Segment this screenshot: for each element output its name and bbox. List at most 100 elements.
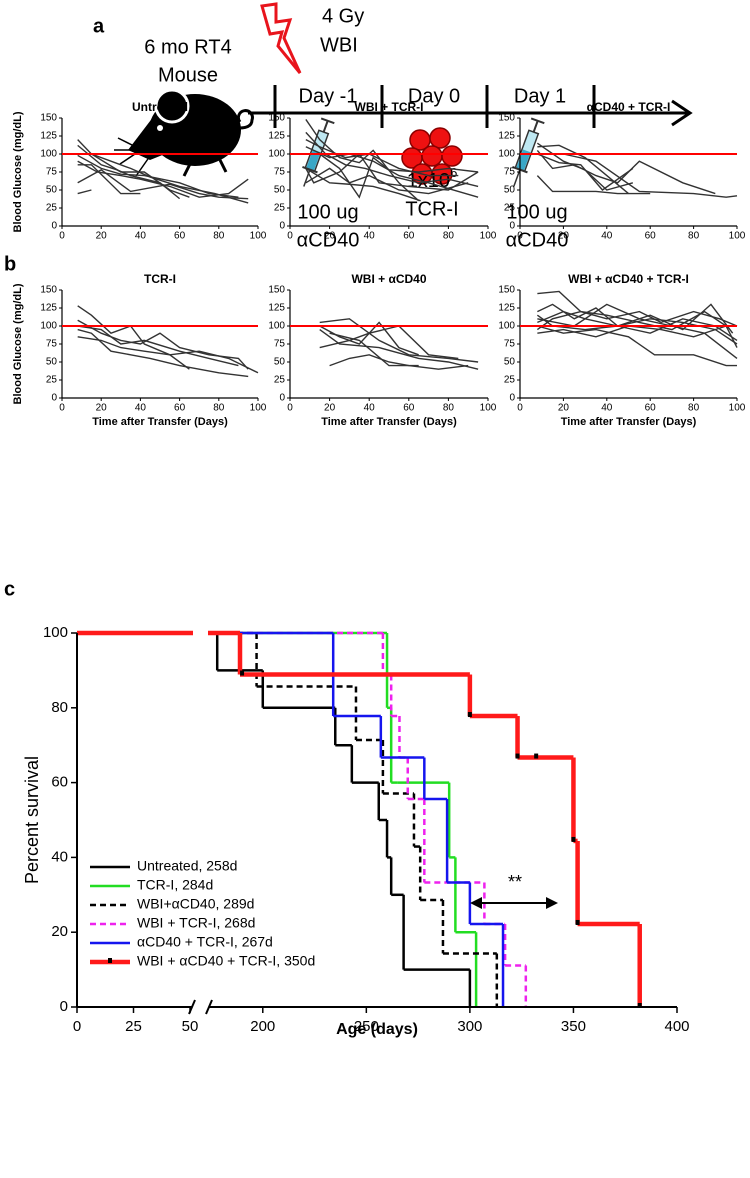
y-tick-label: 0 (509, 393, 515, 404)
x-tick-label: 20 (558, 231, 570, 242)
glucose-line (305, 119, 420, 202)
glucose-line (77, 154, 239, 198)
censor-mark (575, 919, 580, 925)
y-tick-label: 50 (46, 357, 58, 368)
x-tick-label: 100 (480, 403, 497, 414)
glucose-line (305, 146, 479, 198)
x-tick-label: 0 (287, 403, 293, 414)
glucose-line (329, 332, 419, 367)
legend-label: WBI + αCD40 + TCR-I, 350d (137, 953, 315, 969)
y-tick-label: 50 (504, 357, 516, 368)
y-tick-label: 150 (268, 113, 285, 124)
x-tick-label: 100 (729, 231, 746, 242)
x-tick-label: 20 (324, 231, 336, 242)
glucose-line (77, 305, 190, 370)
legend-label: WBI + TCR-I, 268d (137, 915, 255, 931)
x-tick-label: 80 (443, 231, 455, 242)
x-tick-label: 0 (73, 1018, 81, 1035)
x-tick-label: 20 (96, 231, 108, 242)
y-tick-label: 75 (504, 167, 516, 178)
y-tick-label: 75 (274, 339, 286, 350)
y-tick-label: 50 (274, 357, 286, 368)
glucose-line (305, 131, 479, 188)
glucose-line (305, 167, 421, 202)
timeline-arrow (671, 99, 693, 127)
chart-title: WBI + αCD40 (351, 272, 426, 286)
y-tick-label: 40 (51, 848, 68, 865)
y-tick-label: 50 (274, 185, 286, 196)
chart-title: TCR-I (144, 272, 176, 286)
glucose-line (319, 153, 479, 199)
x-tick-label: 80 (688, 403, 700, 414)
x-tick-label: 100 (480, 231, 497, 242)
x-axis-label: Time after Transfer (Days) (561, 416, 697, 428)
y-tick-label: 100 (40, 149, 57, 160)
mouse-label: Mouse (158, 64, 218, 86)
y-tick-label: 25 (274, 375, 286, 386)
y-tick-label: 125 (268, 131, 285, 142)
x-tick-label: 20 (96, 403, 108, 414)
y-tick-label: 25 (46, 203, 58, 214)
schematic: 6 mo RT4 Mouse 4 Gy WBI Day -1 Day 0 Day… (114, 2, 693, 251)
y-axis-label: Blood Glucose (mg/dL) (12, 111, 24, 232)
y-tick-label: 75 (46, 167, 58, 178)
chart-title: WBI + TCR-I (355, 100, 424, 114)
glucose-line (77, 139, 190, 198)
y-axis-label: Blood Glucose (mg/dL) (12, 283, 24, 404)
x-tick-label: 80 (213, 403, 225, 414)
x-tick-label: 80 (688, 231, 700, 242)
glucose-line (319, 318, 479, 363)
legend-label: αCD40 + TCR-I, 267d (137, 934, 273, 950)
x-tick-label: 60 (174, 403, 186, 414)
dose-label: 100 ug (297, 201, 358, 223)
y-tick-label: 100 (40, 321, 57, 332)
y-tick-label: 100 (268, 149, 285, 160)
y-tick-label: 150 (498, 285, 515, 296)
y-tick-label: 50 (504, 185, 516, 196)
x-tick-label: 20 (558, 403, 570, 414)
x-tick-label: 25 (125, 1018, 142, 1035)
y-tick-label: 0 (279, 393, 285, 404)
y-tick-label: 125 (268, 303, 285, 314)
arrow-head (470, 897, 482, 909)
x-tick-label: 100 (250, 403, 267, 414)
x-tick-label: 60 (403, 403, 415, 414)
x-axis-label: Time after Transfer (Days) (92, 416, 228, 428)
axis-break (188, 999, 196, 1015)
x-tick-label: 0 (59, 231, 65, 242)
legend-label: WBI+αCD40, 289d (137, 896, 254, 912)
day-label: Day 0 (408, 85, 460, 107)
cells-exponent: 6 (450, 165, 457, 180)
x-tick-label: 60 (645, 403, 657, 414)
x-tick-label: 400 (664, 1018, 689, 1035)
censor-mark (240, 670, 245, 676)
censor-mark (515, 753, 520, 759)
y-tick-label: 0 (60, 998, 68, 1015)
y-tick-label: 0 (509, 221, 515, 232)
y-tick-label: 25 (504, 375, 516, 386)
x-tick-label: 0 (517, 231, 523, 242)
y-tick-label: 100 (268, 321, 285, 332)
panel-label: b (4, 253, 16, 275)
glucose-line (77, 189, 92, 195)
glucose-line (77, 164, 141, 195)
mouse-label: 6 mo RT4 (144, 36, 231, 58)
glucose-line (329, 354, 469, 370)
y-tick-label: 100 (498, 149, 515, 160)
glucose-line (319, 325, 459, 360)
y-tick-label: 20 (51, 923, 68, 940)
significance-annotation: ** (508, 872, 522, 892)
glucose-line (91, 153, 249, 204)
x-tick-label: 20 (324, 403, 336, 414)
glucose-line (77, 169, 249, 200)
x-axis-label: Age (days) (336, 1021, 418, 1038)
irradiation-label: WBI (320, 34, 358, 56)
y-tick-label: 25 (46, 375, 58, 386)
y-tick-label: 75 (274, 167, 286, 178)
glucose-line (319, 329, 479, 370)
glucose-line (305, 167, 469, 195)
glucose-line (77, 160, 249, 198)
y-tick-label: 60 (51, 774, 68, 791)
legend-censor-mark (108, 958, 112, 963)
